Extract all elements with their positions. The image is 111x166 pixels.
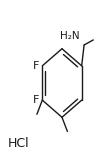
Text: F: F <box>33 95 39 105</box>
Text: H₂N: H₂N <box>60 31 79 41</box>
Text: HCl: HCl <box>8 137 30 150</box>
Text: F: F <box>33 61 39 71</box>
